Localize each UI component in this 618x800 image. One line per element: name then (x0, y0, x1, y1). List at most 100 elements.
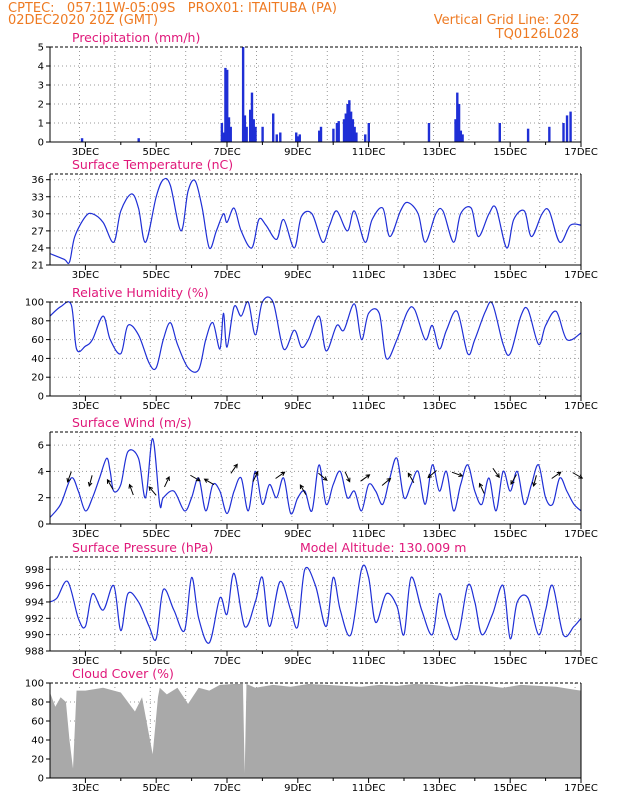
press-ytick-label: 992 (25, 614, 44, 625)
precip-bar (335, 123, 339, 142)
precip-xtick-label: 7DEC (213, 147, 240, 158)
precip-bar (351, 119, 355, 142)
wind-direction-arrow (492, 467, 500, 479)
wind-direction-arrow (407, 472, 415, 484)
precip-bar (272, 113, 275, 142)
rh-xtick-label: 5DEC (143, 401, 170, 412)
cloud-title: Cloud Cover (%) (72, 666, 174, 681)
wind-xtick-label: 5DEC (143, 529, 170, 540)
rh-xtick-label: 13DEC (423, 401, 457, 412)
wind-title: Surface Wind (m/s) (72, 415, 192, 430)
rh-ytick-label: 0 (38, 392, 44, 403)
press-ytick-label: 996 (25, 581, 44, 592)
cloud-ytick-label: 40 (31, 736, 44, 747)
temp-xtick-label: 13DEC (423, 270, 457, 281)
precip-title: Precipitation (mm/h) (72, 30, 200, 45)
wind-xtick-label: 13DEC (423, 529, 457, 540)
wind-direction-arrow (510, 474, 517, 485)
precip-bar (332, 128, 335, 142)
precip-bar (227, 117, 231, 142)
press-xtick-label: 5DEC (143, 656, 170, 667)
wind-ytick-label: 4 (38, 467, 44, 478)
rh-panel (46, 296, 582, 401)
precip-bar (249, 109, 252, 142)
wind-direction-arrow (66, 471, 72, 483)
rh-xtick-label: 15DEC (493, 401, 527, 412)
precip-bar (295, 132, 298, 142)
temp-xtick-label: 5DEC (143, 270, 170, 281)
temp-xtick-label: 15DEC (493, 270, 527, 281)
wind-direction-arrow (381, 477, 392, 486)
temp-ytick-label: 27 (31, 226, 44, 237)
precip-bar (498, 123, 501, 142)
wind-xtick-label: 11DEC (352, 529, 386, 540)
wind-direction-arrow (478, 482, 485, 494)
wind-xtick-label: 17DEC (564, 529, 598, 540)
precip-ytick-label: 3 (38, 81, 44, 92)
cloud-ytick-label: 60 (31, 717, 44, 728)
cloud-ytick-label: 0 (38, 774, 44, 785)
press-ytick-label: 988 (25, 647, 44, 658)
wind-direction-arrow (252, 470, 259, 482)
cloud-xtick-label: 15DEC (493, 783, 527, 794)
rh-ytick-label: 80 (31, 316, 44, 327)
header-run-time: 02DEC2020 20Z (GMT) (8, 13, 159, 28)
header-grid-note: Vertical Grid Line: 20Z (433, 13, 579, 28)
rh-ytick-label: 60 (31, 335, 44, 346)
temp-xtick-label: 7DEC (213, 270, 240, 281)
precip-xtick-label: 17DEC (564, 147, 598, 158)
press-xtick-label: 3DEC (72, 656, 99, 667)
wind-direction-arrow (128, 483, 134, 496)
temp-panel (46, 173, 582, 270)
precip-bar (459, 130, 463, 142)
precip-xtick-label: 13DEC (423, 147, 457, 158)
wind-direction-arrow (318, 472, 328, 481)
precip-bar (346, 104, 349, 142)
rh-ytick-label: 20 (31, 373, 44, 384)
wind-direction-arrow (344, 471, 351, 483)
rh-xtick-label: 11DEC (352, 401, 386, 412)
header-code: TQ0126L028 (495, 27, 579, 42)
precip-bar (367, 123, 370, 142)
precip-bar (364, 134, 367, 142)
precip-xtick-label: 11DEC (352, 147, 386, 158)
wind-ytick-label: 0 (38, 520, 44, 531)
precip-bar (261, 126, 264, 142)
precip-bar (569, 111, 572, 142)
precip-bar (252, 119, 255, 142)
precip-bar (241, 47, 245, 142)
wind-direction-arrow (532, 475, 537, 487)
precip-bar (296, 136, 300, 142)
wind-direction-arrow (427, 470, 437, 479)
precip-bar (229, 126, 232, 142)
precip-bar (344, 113, 347, 142)
precip-panel (46, 46, 582, 147)
press-xtick-label: 11DEC (352, 656, 386, 667)
temp-xtick-label: 17DEC (564, 270, 598, 281)
wind-xtick-label: 3DEC (72, 529, 99, 540)
precip-bar (461, 134, 464, 142)
precip-bar (548, 126, 551, 142)
press-xtick-label: 7DEC (213, 656, 240, 667)
cloud-xtick-label: 5DEC (143, 783, 170, 794)
precip-xtick-label: 15DEC (493, 147, 527, 158)
wind-direction-arrow (148, 486, 157, 496)
precip-bar (349, 111, 353, 142)
cloud-area (50, 683, 581, 778)
wind-direction-arrow (106, 478, 114, 490)
precip-xtick-label: 5DEC (143, 147, 170, 158)
cloud-panel (46, 682, 582, 783)
precip-ytick-label: 5 (38, 43, 44, 54)
rh-series-line (49, 296, 582, 373)
cloud-ytick-label: 100 (25, 679, 44, 690)
precip-bar (298, 134, 301, 142)
precip-bar (226, 69, 229, 142)
cloud-xtick-label: 13DEC (423, 783, 457, 794)
wind-direction-arrow (190, 474, 201, 482)
press-xtick-label: 9DEC (284, 656, 311, 667)
rh-title: Relative Humidity (%) (72, 285, 209, 300)
precip-bar (254, 126, 257, 142)
rh-xtick-label: 9DEC (284, 401, 311, 412)
rh-ytick-label: 100 (25, 298, 44, 309)
rh-xtick-label: 7DEC (213, 401, 240, 412)
